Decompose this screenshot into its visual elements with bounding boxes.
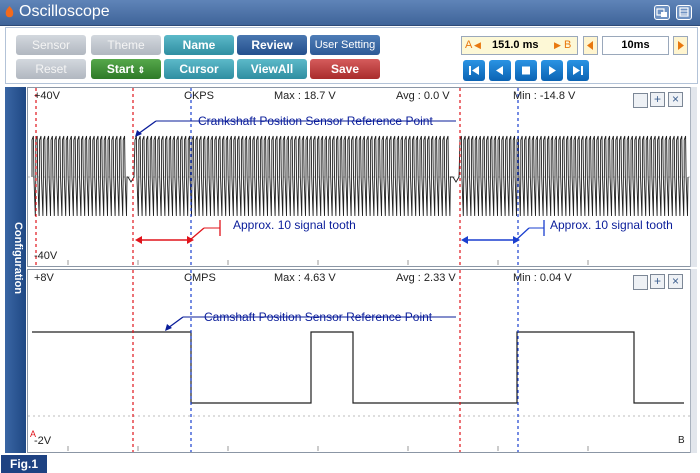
cmps-max-value: Max : 4.63 V [274, 272, 336, 284]
play-back-icon [496, 66, 503, 75]
go-last-button[interactable] [567, 60, 589, 81]
window-menu-button[interactable] [676, 5, 692, 20]
cam-ref-arrow [167, 316, 184, 329]
ckps-select-checkbox[interactable] [633, 93, 648, 108]
name-button[interactable]: Name [164, 35, 234, 55]
ckps-tooth-right-annotation: Approx. 10 signal tooth [550, 218, 673, 232]
cursor-button[interactable]: Cursor [164, 59, 234, 79]
ckps-waveform-panel[interactable]: +40V CKPS Max : 18.7 V Avg : 0.0 V Min :… [27, 87, 691, 267]
start-label: Start [106, 62, 135, 76]
ckps-tooth-left-annotation: Approx. 10 signal tooth [233, 218, 356, 232]
app-logo-icon [5, 6, 14, 18]
cmps-waveform-plot [28, 270, 690, 452]
ckps-bottom-scale: -40V [34, 250, 58, 262]
time-div-increase-button[interactable] [673, 36, 688, 55]
theme-button[interactable]: Theme [91, 35, 161, 55]
play-icon [549, 66, 556, 75]
crank-ref-arrowhead [135, 130, 142, 137]
title-bar: Oscilloscope [0, 0, 700, 26]
cmps-expand-button[interactable]: + [650, 274, 665, 289]
stop-icon [522, 66, 530, 75]
toolbar: Sensor Theme Name Review User Setting Re… [5, 27, 698, 84]
ckps-top-scale: +40V [34, 90, 60, 102]
viewall-button[interactable]: ViewAll [237, 59, 307, 79]
time-div-decrease-button[interactable] [583, 36, 598, 55]
tooth-span-left-head-a [135, 236, 142, 244]
sensor-button[interactable]: Sensor [16, 35, 86, 55]
plus-icon: + [653, 92, 661, 106]
configuration-tab[interactable]: Configuration [5, 87, 26, 453]
close-icon: × [671, 274, 679, 288]
cmps-channel-name: CMPS [184, 272, 216, 284]
cmps-signal-trace [32, 331, 684, 404]
tooth-span-right-head-a [461, 236, 468, 244]
cmps-top-scale: +8V [34, 272, 54, 284]
ckps-signal-trace [31, 135, 689, 217]
cmps-avg-value: Avg : 2.33 V [396, 272, 456, 284]
ckps-max-value: Max : 18.7 V [274, 90, 336, 102]
ckps-scrollbar[interactable] [690, 87, 697, 267]
time-div-value: 10ms [602, 36, 669, 55]
ckps-close-button[interactable]: × [668, 92, 683, 107]
reset-button[interactable]: Reset [16, 59, 86, 79]
camshaft-reference-annotation: Camshaft Position Sensor Reference Point [204, 310, 433, 324]
cmps-waveform-panel[interactable]: +8V CMPS Max : 4.63 V Avg : 2.33 V Min :… [27, 269, 691, 453]
cmps-min-value: Min : 0.04 V [513, 272, 572, 284]
skip-first-icon [469, 66, 479, 75]
cmps-bottom-scale: -2V [34, 435, 52, 447]
configuration-label: Configuration [12, 221, 24, 295]
save-button[interactable]: Save [310, 59, 380, 79]
tooth-right-leader [515, 227, 530, 241]
window-title: Oscilloscope [19, 3, 110, 20]
start-button[interactable]: Start ⇕ [91, 59, 161, 79]
cam-ref-arrowhead [165, 324, 172, 331]
ckps-min-value: Min : -14.8 V [513, 90, 576, 102]
crank-ref-arrow [137, 120, 157, 135]
triangle-right-icon [678, 41, 684, 50]
go-first-button[interactable] [463, 60, 485, 81]
tooth-left-leader [189, 227, 205, 241]
cmps-scrollbar[interactable] [690, 269, 697, 453]
cursor-a-marker: A [30, 429, 37, 439]
cursor-a-label: A [465, 39, 473, 51]
spinner-icon: ⇕ [137, 65, 146, 75]
window-mode-icon [656, 8, 667, 17]
ckps-channel-name: CKPS [184, 90, 214, 102]
step-back-button[interactable] [489, 60, 511, 81]
triangle-left-icon [587, 41, 593, 50]
close-icon: × [671, 92, 679, 106]
cmps-close-button[interactable]: × [668, 274, 683, 289]
plus-icon: + [653, 274, 661, 288]
cursor-time-display: A ◀ 151.0 ms ▶ B [461, 36, 578, 55]
cursor-b-marker: B [678, 435, 685, 446]
ckps-waveform-plot [28, 88, 690, 266]
figure-label: Fig.1 [1, 455, 47, 473]
crankshaft-reference-annotation: Crankshaft Position Sensor Reference Poi… [198, 114, 433, 128]
ckps-expand-button[interactable]: + [650, 92, 665, 107]
stop-button[interactable] [515, 60, 537, 81]
cursor-b-arrow-icon: ▶ [554, 40, 561, 50]
skip-last-icon [573, 66, 583, 75]
cursor-a-arrow-icon: ◀ [474, 40, 481, 50]
cursor-b-label: B [564, 39, 572, 51]
window-mode-button[interactable] [654, 5, 670, 20]
menu-icon [679, 7, 689, 17]
ckps-avg-value: Avg : 0.0 V [396, 90, 450, 102]
step-forward-button[interactable] [541, 60, 563, 81]
cmps-select-checkbox[interactable] [633, 275, 648, 290]
cursor-time-value: 151.0 ms [492, 39, 539, 51]
review-button[interactable]: Review [237, 35, 307, 55]
user-setting-button[interactable]: User Setting [310, 35, 380, 55]
